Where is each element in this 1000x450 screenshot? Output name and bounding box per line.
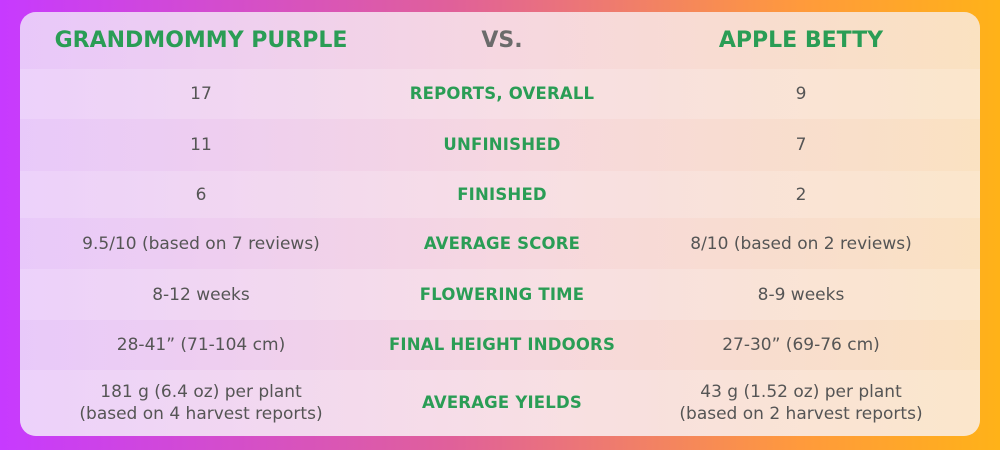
row-label: REPORTS, OVERALL bbox=[409, 84, 595, 103]
comparison-card: GRANDMOMMY PURPLE VS. APPLE BETTY 17 REP… bbox=[20, 12, 980, 436]
table-row-final-height-indoors: 28-41” (71-104 cm) FINAL HEIGHT INDOORS … bbox=[20, 320, 980, 370]
left-value: 17 bbox=[190, 84, 212, 104]
header-row: GRANDMOMMY PURPLE VS. APPLE BETTY bbox=[20, 12, 980, 69]
right-value: 27-30” (69-76 cm) bbox=[722, 335, 880, 355]
table-row-reports-overall: 17 REPORTS, OVERALL 9 bbox=[20, 69, 980, 119]
left-value-line-1: 181 g (6.4 oz) per plant bbox=[100, 382, 302, 402]
row-label: UNFINISHED bbox=[443, 135, 561, 154]
table-row-average-yields: 181 g (6.4 oz) per plant (based on 4 har… bbox=[20, 370, 980, 436]
right-value: 2 bbox=[795, 184, 807, 205]
right-value: 8/10 (based on 2 reviews) bbox=[690, 233, 912, 254]
row-label: AVERAGE YIELDS bbox=[422, 393, 582, 412]
left-value-line-2: (based on 4 harvest reports) bbox=[79, 404, 323, 424]
right-value-line-2: (based on 2 harvest reports) bbox=[679, 404, 923, 424]
left-value: 9.5/10 (based on 7 reviews) bbox=[82, 233, 320, 254]
right-value: 8-9 weeks bbox=[757, 284, 845, 305]
versus-label: VS. bbox=[481, 27, 523, 53]
left-value: 8-12 weeks bbox=[152, 284, 250, 305]
strain-left-name: GRANDMOMMY PURPLE bbox=[54, 27, 348, 53]
table-row-flowering-time: 8-12 weeks FLOWERING TIME 8-9 weeks bbox=[20, 269, 980, 320]
left-value: 28-41” (71-104 cm) bbox=[116, 335, 286, 355]
table-row-unfinished: 11 UNFINISHED 7 bbox=[20, 119, 980, 171]
row-label: FLOWERING TIME bbox=[419, 284, 585, 304]
strain-right-name: APPLE BETTY bbox=[718, 27, 884, 53]
table-row-average-score: 9.5/10 (based on 7 reviews) AVERAGE SCOR… bbox=[20, 218, 980, 269]
row-label: FINISHED bbox=[457, 184, 547, 204]
right-value: 9 bbox=[795, 84, 807, 104]
row-label: AVERAGE SCORE bbox=[423, 233, 581, 253]
right-value: 7 bbox=[795, 135, 807, 155]
right-value-line-1: 43 g (1.52 oz) per plant bbox=[700, 382, 902, 402]
right-value: 43 g (1.52 oz) per plant (based on 2 har… bbox=[622, 381, 980, 425]
left-value: 6 bbox=[195, 184, 207, 205]
left-value: 181 g (6.4 oz) per plant (based on 4 har… bbox=[20, 381, 382, 425]
left-value: 11 bbox=[190, 135, 212, 155]
table-row-finished: 6 FINISHED 2 bbox=[20, 171, 980, 218]
row-label: FINAL HEIGHT INDOORS bbox=[388, 335, 616, 354]
